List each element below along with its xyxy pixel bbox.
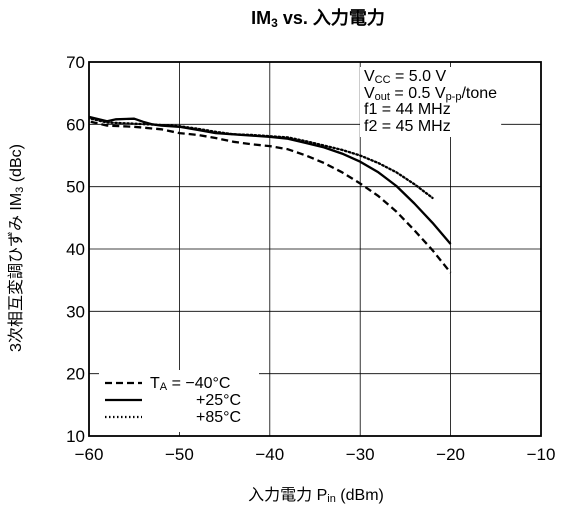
x-tick-label: −10 [527,445,556,464]
condition-vcc: VCC = 5.0 V [364,68,446,86]
y-tick-label: 50 [66,178,85,197]
conditions-background [360,67,502,137]
condition-vout: Vout = 0.5 Vp-p/tone [364,85,497,103]
series-line-plus85 [89,117,434,200]
legend-label-minus40: TA = −40°C [150,375,230,393]
legend-label-plus85: +85°C [196,409,241,426]
series-layer [89,115,452,274]
condition-f2: f2 = 45 MHz [364,118,451,135]
y-axis-label: 3次相互変調ひずみ IM3 (dBc) [7,144,26,352]
x-tick-label: −60 [75,445,104,464]
y-tick-label: 30 [66,302,85,321]
condition-f1: f1 = 44 MHz [364,101,451,118]
x-tick-label: −30 [346,445,375,464]
series-line-minus40 [89,120,452,274]
y-tick-label: 60 [66,115,85,134]
y-tick-label: 40 [66,240,85,259]
y-tick-label: 10 [66,427,85,446]
x-tick-label: −40 [255,445,284,464]
y-tick-label: 20 [66,365,85,384]
x-axis-label: 入力電力 Pin (dBm) [248,486,384,505]
y-tick-label: 70 [66,53,85,72]
legend-label-plus25: +25°C [196,392,241,409]
plot-frame [88,61,542,437]
conditions-box: VCC = 5.0 V Vout = 0.5 Vp-p/tone f1 = 44… [360,67,502,137]
x-tick-label: −20 [436,445,465,464]
tick-labels: −60 −50 −40 −30 −20 −10 10 20 30 40 50 60 70 [66,53,555,464]
chart-title: IM3 vs. 入力電力 [251,8,385,30]
x-tick-label: −50 [165,445,194,464]
legend: TA = −40°C +25°C +85°C [99,370,259,432]
